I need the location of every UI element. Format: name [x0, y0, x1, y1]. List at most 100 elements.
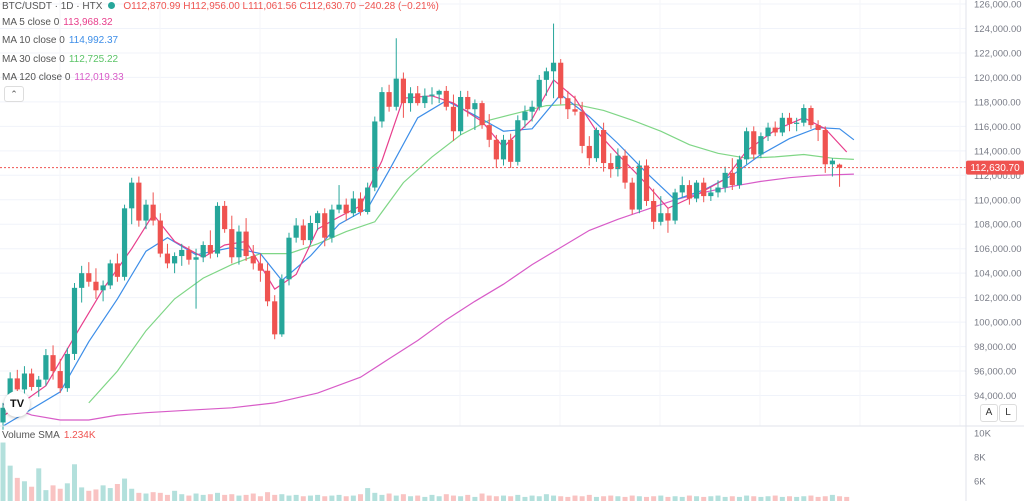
volume-bar: [579, 496, 585, 501]
volume-bar: [379, 494, 385, 501]
volume-bar: [515, 494, 521, 501]
candle-body: [615, 155, 621, 170]
volume-bar: [801, 496, 807, 501]
candle-body: [350, 198, 356, 214]
auto-scale-button[interactable]: A: [980, 404, 998, 422]
chevron-up-icon: ⌃: [10, 89, 18, 99]
ma10-legend[interactable]: MA 10 close 0 114,992.37: [2, 34, 118, 48]
volume-bar: [43, 490, 49, 501]
candle-body: [558, 62, 564, 99]
candle-body: [536, 79, 542, 107]
volume-bar: [779, 496, 785, 501]
candle-body: [765, 127, 771, 137]
volume-bar: [7, 465, 13, 501]
ma10-value: 114,992.37: [68, 35, 119, 46]
volume-bar: [572, 495, 578, 501]
volume-bar: [636, 496, 642, 501]
candle-body: [386, 92, 392, 107]
legend-collapse-button[interactable]: ⌃: [4, 86, 24, 102]
price-axis-label: 96,000.00: [974, 367, 1016, 378]
candle-body: [658, 213, 664, 222]
volume-axis-labels: 10K 8K 6K: [974, 429, 992, 488]
candle-body: [407, 93, 414, 104]
candle-body: [114, 263, 120, 277]
volume-bar: [129, 488, 135, 501]
volume-bar: [715, 495, 721, 501]
candle-body: [107, 263, 113, 286]
volume-bar: [622, 496, 628, 501]
ma30-legend[interactable]: MA 30 close 0 112,725.22: [2, 53, 118, 67]
volume-bar: [629, 495, 635, 501]
volume-bar: [586, 494, 592, 501]
volume-bar: [307, 495, 313, 501]
candle-body: [400, 78, 406, 104]
volume-bar: [336, 494, 342, 501]
volume-axis-label: 10K: [974, 429, 992, 440]
volume-bar: [493, 496, 499, 501]
volume-bar: [651, 496, 657, 501]
volume-bar: [279, 494, 285, 501]
volume-bar: [36, 468, 42, 501]
candle-body: [465, 96, 471, 110]
candle-body: [601, 130, 607, 164]
symbol-row: BTC/USDT · 1D · HTX O112,870.99 H112,956.…: [2, 0, 439, 14]
volume-bar: [322, 496, 328, 501]
volume-bar: [615, 496, 621, 501]
volume-bar: [243, 494, 249, 501]
volume-bar: [815, 496, 821, 501]
ma30-label: MA 30 close 0: [2, 54, 65, 65]
candle-body: [315, 213, 321, 224]
candle-body: [786, 117, 793, 124]
candle-body: [579, 111, 585, 146]
symbol-label[interactable]: BTC/USDT · 1D · HTX: [2, 1, 103, 12]
volume-bar: [143, 493, 149, 501]
volume-bar: [358, 494, 363, 501]
candle-body: [193, 257, 199, 260]
log-scale-button[interactable]: L: [999, 404, 1017, 422]
price-axis-label: 102,000.00: [974, 293, 1022, 304]
volume-bar: [436, 496, 442, 501]
candle-body: [14, 378, 20, 390]
ma5-legend[interactable]: MA 5 close 0 113,968.32: [2, 16, 113, 30]
candle-body: [71, 287, 78, 354]
candle-body: [214, 205, 221, 254]
candle-body: [801, 108, 807, 123]
candle-body: [357, 198, 364, 212]
volume-bar: [386, 493, 392, 501]
candle-body: [643, 165, 650, 201]
ma30-value: 112,725.22: [68, 54, 119, 65]
candle-body: [651, 200, 657, 222]
price-axis-label: 120,000.00: [974, 73, 1022, 84]
candle-body: [393, 78, 399, 107]
volume-bar: [14, 477, 20, 501]
candle-body: [572, 109, 578, 112]
volume-bar: [257, 496, 263, 501]
volume-bar: [701, 496, 707, 501]
volume-bar: [57, 488, 63, 501]
volume-bar: [601, 496, 607, 501]
candle-body: [794, 122, 800, 124]
candle-body: [86, 273, 92, 282]
candle-body: [665, 213, 671, 221]
candle-body: [450, 106, 457, 132]
tradingview-logo[interactable]: TV: [4, 391, 30, 417]
candle-body: [429, 94, 435, 96]
candle-body: [672, 192, 678, 221]
volume-bar: [787, 496, 792, 501]
ma120-legend[interactable]: MA 120 close 0 112,019.33: [2, 71, 124, 85]
volume-bar: [0, 442, 6, 501]
candlesticks: [0, 23, 843, 430]
volume-bar: [536, 496, 542, 501]
volume-legend[interactable]: Volume SMA 1.234K: [2, 430, 96, 441]
volume-bar: [21, 481, 27, 501]
volume-bar: [465, 494, 471, 501]
volume-bar: [758, 496, 764, 501]
volume-bar: [50, 485, 56, 501]
candle-body: [715, 187, 721, 193]
candle-body: [415, 93, 421, 104]
candle-body: [150, 204, 156, 221]
candle-body: [100, 285, 106, 291]
price-axis-label: 112,000.00: [974, 171, 1021, 182]
volume-legend-value: 1.234K: [63, 430, 96, 441]
